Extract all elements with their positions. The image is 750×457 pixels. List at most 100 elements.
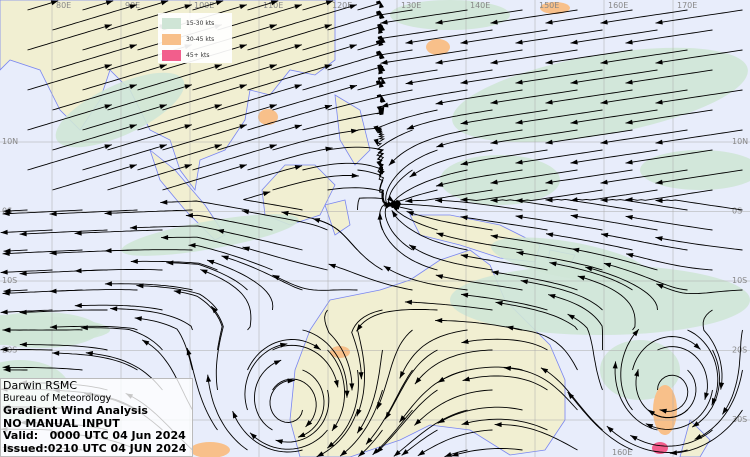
streamline [107,124,192,151]
legend-item: 15-30 kts [162,15,232,31]
streamline-arrow [490,179,498,185]
streamline [655,199,743,211]
streamline [339,389,383,457]
wind-15-30-area [640,150,750,190]
streamline-arrow [490,139,498,145]
streamline [272,344,339,388]
streamline-arrow [516,250,524,256]
streamline [221,255,303,291]
agency-name: Bureau of Meteorology [3,392,112,404]
streamline [490,199,578,211]
streamline-arrow [460,215,468,221]
streamline [600,233,688,251]
streamline [316,409,358,457]
streamline-arrow [600,139,608,145]
streamline [82,144,167,171]
streamline [247,64,332,91]
streamline [130,260,218,271]
streamline-arrow [436,232,444,238]
streamline [376,109,438,134]
streamline-arrow [380,19,388,25]
lon-label: 130E [401,1,421,10]
streamline-arrow [570,214,579,219]
streamline-arrow [704,392,710,400]
streamline-arrow [669,450,677,456]
streamline-arrow [207,259,215,265]
streamline-arrow [184,124,192,130]
streamline-arrow [387,195,395,202]
streamline [302,112,381,131]
streamline-arrow [719,382,725,390]
streamline [365,369,413,445]
streamline-arrow [414,418,422,426]
streamline [376,329,413,410]
streamline-arrow [405,39,413,45]
streamline-arrow [50,0,59,6]
streamline [49,289,138,292]
valid-time: Valid: 0000 UTC 04 Jun 2024 [3,429,186,442]
streamline [247,147,333,171]
streamline-arrow [625,79,633,85]
streamline [383,265,468,291]
streamline [600,169,688,184]
streamline-arrow [312,218,321,223]
streamline-arrow [606,426,614,433]
streamline-arrow [548,294,556,299]
streamline [625,253,713,271]
streamline [217,124,303,151]
streamline [377,29,438,40]
streamline-arrow [545,99,553,105]
streamline-arrow [655,59,663,65]
streamline-arrow [461,292,469,298]
streamline-arrow [184,84,192,90]
streamline-arrow [461,420,470,426]
streamline-arrow [570,119,578,125]
streamline [461,418,548,431]
streamline-arrow [242,246,250,252]
streamline-arrow [378,26,383,34]
streamline-arrow [19,270,27,276]
streamline-arrow [655,236,663,242]
streamline-arrow [600,59,608,65]
streamline [545,233,633,251]
streamline [490,49,578,64]
wind-15-30-area [390,0,510,30]
streamline-arrow [545,179,553,185]
streamline-arrow [490,234,499,240]
streamline-arrow [406,124,415,130]
streamline [435,89,523,105]
streamline [49,209,138,215]
streamline [254,359,282,431]
lat-label: 10S [732,276,747,285]
streamline-arrow [572,247,580,253]
streamline [272,274,358,291]
streamline [567,391,633,451]
streamline-arrow [269,104,277,110]
streamline-arrow [49,250,57,256]
land-sulawesi [324,199,351,236]
streamline [516,251,603,271]
streamline [242,246,328,271]
streamline-arrow [383,265,391,272]
streamline [722,329,743,415]
streamline-arrow [74,230,82,236]
streamline [52,164,137,191]
streamline [357,37,384,51]
streamline-arrow [2,211,10,217]
streamline-arrow [417,449,426,456]
streamline [327,369,359,449]
streamline [545,169,633,184]
streamline-arrow [645,423,654,429]
streamline-arrow [391,210,398,218]
streamline [2,249,83,255]
streamline-arrow [356,324,363,332]
streamline [302,162,383,175]
streamline [162,124,247,151]
streamline-arrow [460,160,469,166]
streamline [391,210,468,251]
streamline [437,406,523,424]
streamline-arrow [324,24,332,30]
streamline [620,328,640,411]
streamline-arrow [570,79,578,85]
streamline [272,129,359,151]
